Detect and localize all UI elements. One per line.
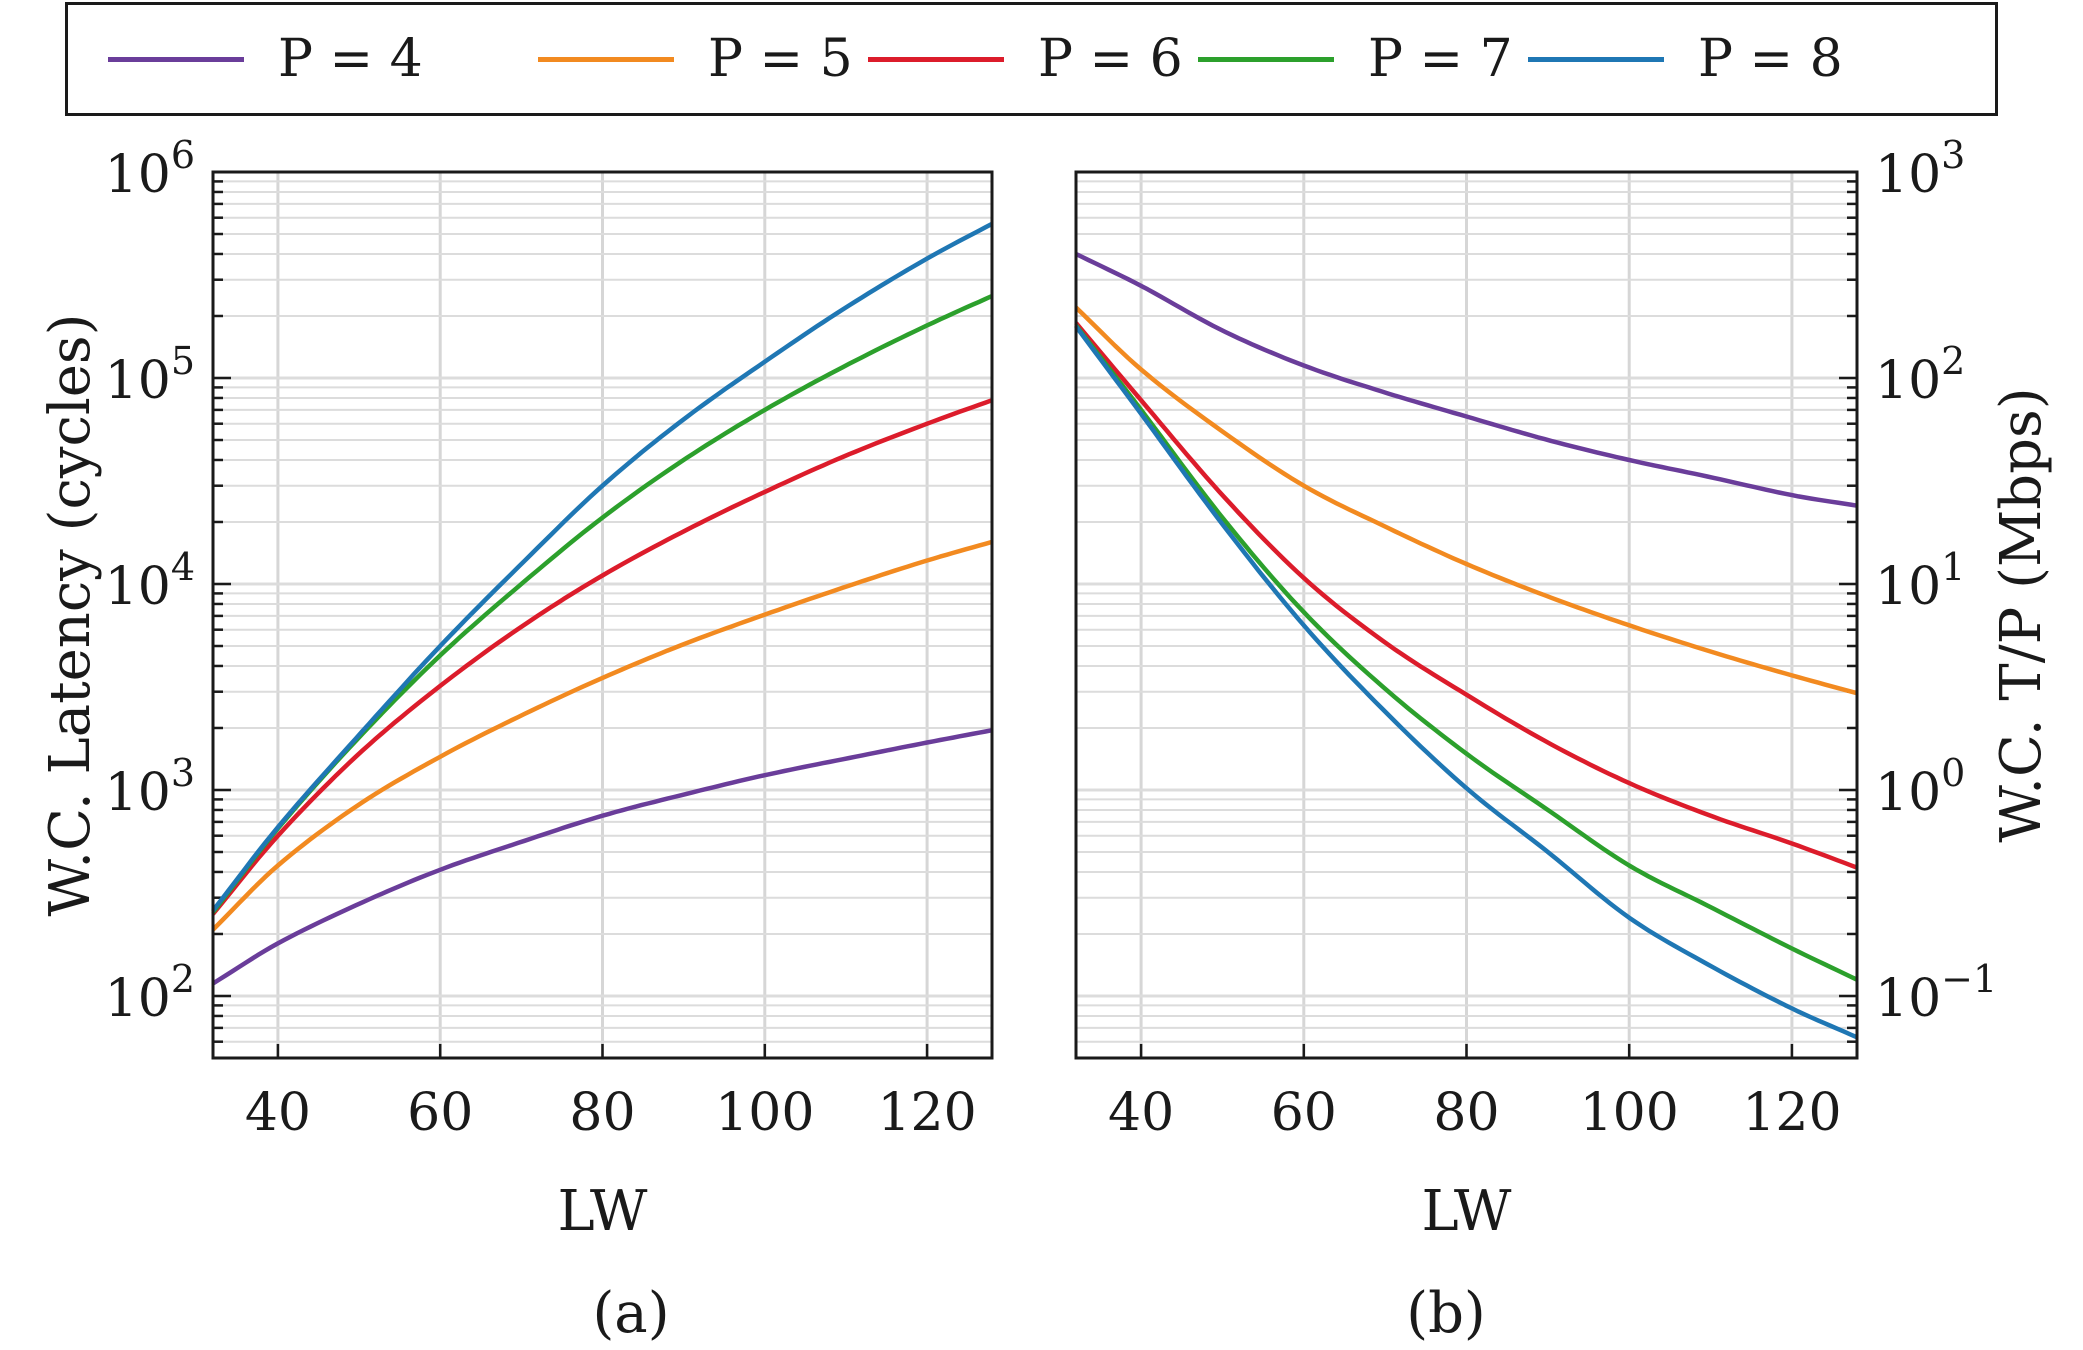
y-tick-base: 10 [105, 557, 171, 617]
y-tick-label: 103 [105, 751, 195, 823]
series-line-p=6 [1074, 321, 1858, 870]
y-tick-exponent: 2 [1941, 339, 1965, 383]
x-tick-label: 60 [407, 1083, 473, 1143]
y-tick-base: 10 [1875, 145, 1941, 205]
series-line-p=5 [211, 539, 993, 932]
y-tick-label: 103 [1875, 133, 1965, 205]
y-tick-exponent: 3 [171, 751, 195, 795]
y-tick-base: 10 [1875, 557, 1941, 617]
x-tick-label: 80 [1433, 1083, 1499, 1143]
y-tick-label: 104 [105, 545, 195, 617]
series-line-p=8 [1074, 325, 1858, 1040]
x-tick-label: 120 [877, 1083, 976, 1143]
legend-item-p=7: P = 7 [1198, 5, 1513, 113]
series-line-p=6 [211, 398, 993, 916]
y-tick-label: 106 [105, 133, 195, 205]
series-line-p=4 [1075, 251, 1858, 508]
y-tick-base: 10 [105, 145, 171, 205]
x-tick-label: 120 [1742, 1083, 1841, 1143]
plot-frame [1074, 170, 1859, 1060]
panel-label: (a) [592, 1281, 669, 1346]
y-tick-exponent: 6 [171, 133, 195, 177]
x-tick-label: 40 [1108, 1083, 1174, 1143]
y-tick-label: 10−1 [1875, 957, 1997, 1029]
legend-swatch [1198, 56, 1334, 62]
y-tick-base: 10 [105, 351, 171, 411]
y-tick-exponent: 1 [1941, 545, 1965, 589]
legend: P = 4 P = 5 P = 6 P = 7 P = 8 [65, 2, 1998, 116]
y-tick-exponent: 0 [1941, 751, 1965, 795]
y-tick-exponent: 5 [171, 339, 195, 383]
x-tick-label: 40 [245, 1083, 311, 1143]
series-group [1074, 251, 1858, 1040]
legend-label: P = 4 [278, 29, 423, 89]
legend-label: P = 8 [1698, 29, 1843, 89]
y-tick-exponent: 4 [171, 545, 195, 589]
y-tick-base: 10 [105, 969, 171, 1029]
series-line-p=7 [1074, 324, 1858, 982]
legend-swatch [868, 56, 1004, 62]
series-line-p=4 [211, 727, 993, 986]
legend-swatch [1528, 56, 1664, 62]
y-axis-title: W.C. T/P (Mbps) [1989, 387, 2054, 842]
legend-item-p=4: P = 4 [108, 5, 423, 113]
plot-frame [211, 170, 994, 1060]
series-group [211, 221, 994, 986]
y-tick-base: 10 [1875, 969, 1941, 1029]
legend-label: P = 5 [708, 29, 853, 89]
x-tick-label: 80 [569, 1083, 635, 1143]
x-tick-label: 60 [1271, 1083, 1337, 1143]
x-axis-title: LW [558, 1179, 648, 1244]
x-tick-label: 100 [1580, 1083, 1679, 1143]
y-tick-label: 100 [1875, 751, 1965, 823]
legend-label: P = 7 [1368, 29, 1513, 89]
panel-label: (b) [1406, 1281, 1486, 1346]
legend-swatch [108, 56, 244, 62]
series-line-p=5 [1074, 305, 1858, 696]
y-tick-base: 10 [1875, 763, 1941, 823]
y-tick-exponent: 2 [171, 957, 195, 1001]
y-tick-exponent: −1 [1941, 957, 1997, 1001]
y-tick-exponent: 3 [1941, 133, 1965, 177]
y-axis-title: W.C. Latency (cycles) [38, 314, 103, 917]
x-tick-label: 100 [715, 1083, 814, 1143]
y-tick-label: 102 [1875, 339, 1965, 411]
legend-label: P = 6 [1038, 29, 1183, 89]
legend-swatch [538, 56, 674, 62]
series-line-p=8 [211, 221, 994, 912]
y-tick-label: 105 [105, 339, 195, 411]
grid [213, 170, 992, 1060]
y-tick-base: 10 [105, 763, 171, 823]
legend-item-p=6: P = 6 [868, 5, 1183, 113]
legend-item-p=5: P = 5 [538, 5, 853, 113]
y-tick-base: 10 [1875, 351, 1941, 411]
legend-item-p=8: P = 8 [1528, 5, 1843, 113]
grid [1076, 170, 1857, 1060]
x-axis-title: LW [1422, 1179, 1512, 1244]
y-tick-label: 102 [105, 957, 195, 1029]
y-tick-label: 101 [1875, 545, 1965, 617]
